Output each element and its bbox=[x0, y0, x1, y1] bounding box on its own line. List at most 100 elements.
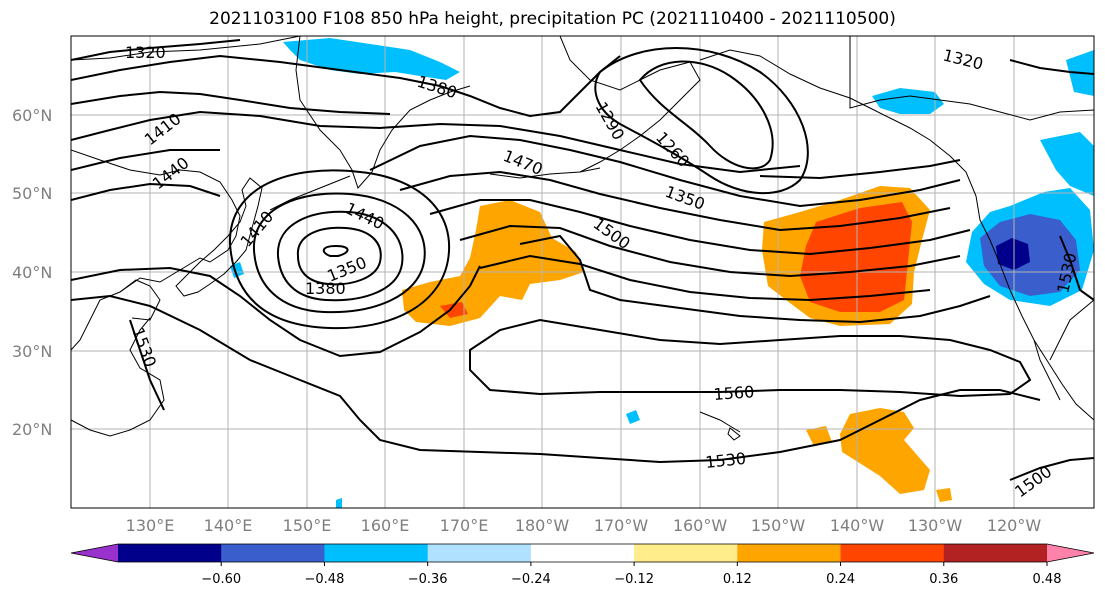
height-contours bbox=[71, 39, 1094, 481]
colorbar-extend-high bbox=[1047, 544, 1094, 562]
colorbar-outline bbox=[70, 543, 1095, 563]
height-contour bbox=[459, 224, 961, 278]
height-contour bbox=[228, 169, 451, 330]
height-contour bbox=[1059, 235, 1094, 301]
coastline-north-america bbox=[975, 195, 1094, 421]
precip-positive-area bbox=[800, 202, 912, 312]
precip-negative-area bbox=[283, 38, 460, 80]
coastline-baja bbox=[1033, 339, 1061, 401]
gridlines bbox=[71, 36, 1094, 508]
colorbar-swatch bbox=[943, 544, 1048, 562]
colorbar-swatch bbox=[530, 544, 635, 562]
coastline-russia-north bbox=[71, 36, 301, 61]
lon-label: 150°W bbox=[751, 516, 806, 535]
contour-label: 1320 bbox=[125, 43, 166, 62]
lon-label: 120°W bbox=[987, 516, 1042, 535]
lat-label: 50°N bbox=[12, 184, 52, 203]
map-title: 2021103100 F108 850 hPa height, precipit… bbox=[209, 9, 896, 29]
colorbar-swatch bbox=[118, 544, 222, 562]
lat-label: 20°N bbox=[12, 420, 52, 439]
height-contour bbox=[479, 254, 931, 302]
latitude-labels: 60°N 50°N 40°N 30°N 20°N bbox=[12, 106, 52, 439]
precip-negative-area bbox=[336, 498, 342, 508]
precip-positive-area bbox=[402, 200, 584, 326]
lat-label: 40°N bbox=[12, 263, 52, 282]
colorbar-tick-label: 0.12 bbox=[723, 572, 752, 587]
height-contour bbox=[296, 226, 382, 286]
height-contour bbox=[369, 134, 961, 208]
height-contour bbox=[429, 199, 971, 256]
height-contour bbox=[1009, 59, 1094, 75]
longitude-labels: 130°E 140°E 150°E 160°E 170°E 180°W 170°… bbox=[126, 516, 1042, 535]
colorbar-swatch bbox=[634, 544, 738, 562]
height-contour bbox=[71, 110, 801, 174]
colorbar: −0.60 −0.48 −0.36 −0.24 −0.12 0.12 0.24 0.36 0.4… bbox=[70, 543, 1095, 587]
height-contour bbox=[71, 39, 241, 61]
colorbar-tick-label: 0.48 bbox=[1033, 572, 1062, 587]
height-contour bbox=[638, 60, 774, 170]
coastline-canada bbox=[849, 36, 1094, 121]
precip-positive-area bbox=[806, 426, 832, 446]
colorbar-tick-label: 0.24 bbox=[826, 572, 855, 587]
colorbar-swatch bbox=[324, 544, 429, 562]
precip-positive-area bbox=[936, 488, 952, 502]
height-contour bbox=[276, 210, 404, 302]
colorbar-tick-label: −0.24 bbox=[511, 572, 551, 587]
precip-negative-area bbox=[1040, 132, 1094, 196]
height-contour bbox=[71, 182, 221, 201]
colorbar-swatch bbox=[427, 544, 532, 562]
coastline-japan bbox=[175, 177, 263, 297]
height-contour bbox=[322, 244, 349, 257]
colorbar-swatch bbox=[840, 544, 945, 562]
height-contour bbox=[71, 54, 621, 118]
coastlines bbox=[71, 36, 1094, 441]
lon-label: 140°E bbox=[204, 516, 253, 535]
precip-negative-area bbox=[996, 238, 1030, 270]
lat-label: 60°N bbox=[12, 106, 52, 125]
height-contour bbox=[1009, 457, 1094, 481]
height-contour bbox=[71, 294, 1041, 464]
coastline-hawaii bbox=[727, 427, 741, 441]
contour-label: 1560 bbox=[713, 382, 755, 404]
colorbar-tick-label: −0.48 bbox=[305, 572, 345, 587]
colorbar-tick-label: 0.36 bbox=[929, 572, 958, 587]
coastline-kamchatka bbox=[295, 36, 471, 189]
colorbar-swatch bbox=[221, 544, 325, 562]
coastline-korea bbox=[119, 279, 161, 321]
height-contour bbox=[469, 318, 1032, 398]
coastline-alaska bbox=[699, 49, 977, 197]
height-contour bbox=[399, 170, 951, 232]
colorbar-tick-label: −0.36 bbox=[408, 572, 448, 587]
coastline-aleutians bbox=[489, 167, 601, 179]
coastline-north-america bbox=[1049, 299, 1094, 361]
colorbar-swatch bbox=[737, 544, 842, 562]
lon-label: 130°E bbox=[126, 516, 175, 535]
lon-label: 160°E bbox=[361, 516, 410, 535]
precip-negative-area bbox=[980, 214, 1080, 296]
height-contour bbox=[759, 159, 961, 180]
colorbar-tick-label: −0.60 bbox=[201, 572, 241, 587]
lat-label: 30°N bbox=[12, 342, 52, 361]
contour-label: 1530 bbox=[704, 449, 746, 472]
height-contour bbox=[71, 90, 391, 115]
height-contour bbox=[594, 47, 809, 195]
lon-label: 130°W bbox=[908, 516, 963, 535]
lon-label: 150°E bbox=[283, 516, 332, 535]
precip-negative-area bbox=[872, 88, 944, 114]
lon-label: 160°W bbox=[673, 516, 728, 535]
precip-negative-area bbox=[626, 410, 640, 424]
height-contour bbox=[519, 234, 991, 324]
contour-label: 1380 bbox=[305, 279, 346, 298]
colorbar-tick-label: −0.12 bbox=[614, 572, 654, 587]
height-contour bbox=[71, 149, 220, 171]
map-frame bbox=[70, 35, 1095, 509]
height-contour bbox=[129, 319, 165, 411]
lon-label: 180°W bbox=[515, 516, 570, 535]
lon-label: 170°W bbox=[594, 516, 649, 535]
height-contour bbox=[252, 192, 426, 314]
colorbar-extend-low bbox=[71, 544, 118, 562]
precip-positive-area bbox=[440, 302, 468, 318]
lon-label: 170°E bbox=[440, 516, 489, 535]
coastline-hawaii bbox=[699, 411, 741, 433]
